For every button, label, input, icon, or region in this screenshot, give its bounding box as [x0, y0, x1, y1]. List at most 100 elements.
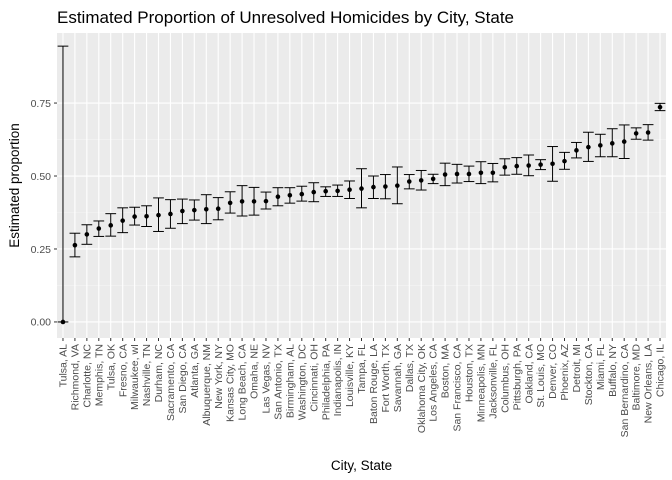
y-tick-label: 0.25: [31, 244, 52, 256]
data-point: [454, 171, 460, 177]
data-point: [144, 213, 149, 219]
x-tick-label: San Francisco, CA: [452, 344, 464, 432]
data-point: [538, 162, 543, 167]
x-tick-label: Las Vegas, NV: [261, 344, 273, 413]
data-point: [227, 200, 233, 206]
data-point: [263, 198, 269, 204]
x-tick-label: Albuquerque, NM: [201, 344, 213, 426]
data-point: [586, 144, 591, 150]
x-tick-label: Stockton, CA: [583, 344, 595, 405]
data-point: [132, 214, 137, 219]
x-tick-label: Milwaukee, wI: [129, 344, 141, 410]
data-point: [633, 131, 639, 136]
data-point: [442, 172, 448, 177]
data-point: [430, 176, 436, 182]
x-tick-label: Pittsburgh, PA: [511, 344, 523, 410]
x-tick-label: Baton Rouge, LA: [368, 344, 380, 424]
data-point: [299, 191, 305, 197]
x-tick-label: Fort Worth, TX: [380, 344, 392, 412]
data-point: [72, 242, 78, 248]
data-point: [359, 186, 364, 191]
x-tick-label: San Bernardino, CA: [619, 344, 631, 437]
x-tick-label: Long Beach, CA: [237, 344, 249, 420]
data-point: [621, 139, 627, 144]
x-tick-label: Baltimore, MD: [631, 344, 643, 411]
x-tick-label: Oakland, CA: [523, 344, 535, 404]
data-point: [347, 187, 352, 193]
x-axis: Tulsa, AL Richmond, VA Charlotte, NC Memphi…: [58, 338, 667, 437]
data-point: [371, 184, 376, 190]
x-tick-label: Charlotte, NC: [81, 344, 93, 408]
x-tick-label: Nashville, TN: [141, 344, 153, 406]
y-tick-label: 0.00: [31, 317, 52, 329]
x-tick-label: Phoenix, AZ: [559, 343, 571, 400]
x-tick-label: Tulsa, OK: [105, 344, 117, 390]
x-tick-label: Richmond, VA: [70, 344, 82, 410]
data-point: [478, 170, 484, 176]
x-tick-label: Buffalo, NY: [607, 344, 619, 397]
x-tick-label: Dallas, TX: [404, 344, 416, 392]
x-tick-label: Fresno, CA: [117, 344, 129, 397]
y-tick-label: 0.75: [31, 98, 52, 110]
x-tick-label: Philadelphia, PA: [320, 344, 332, 420]
x-tick-label: Birmingham, AL: [284, 344, 296, 418]
x-tick-label: Minneapolis, MN: [476, 344, 488, 422]
data-point: [657, 104, 663, 110]
x-tick-label: Indianapolis, IN: [332, 344, 344, 416]
x-tick-label: San Antonio, TX: [273, 344, 285, 420]
x-tick-label: Omaha, NE: [249, 344, 261, 399]
data-point: [514, 163, 520, 169]
data-point: [490, 170, 496, 176]
x-tick-label: St. Louis, MO: [535, 344, 547, 408]
grid-lines: [57, 33, 666, 338]
data-point: [502, 164, 508, 170]
x-tick-label: Jacksonville, FL: [487, 344, 499, 419]
x-tick-label: New Orleans, LA: [643, 344, 655, 423]
x-tick-label: Tampa, FL: [356, 344, 368, 394]
data-point: [156, 212, 161, 218]
x-tick-label: New York, NY: [213, 344, 225, 409]
x-tick-label: Savannah, GA: [392, 344, 404, 412]
data-point: [395, 183, 400, 188]
data-point: [574, 148, 579, 153]
data-point: [311, 189, 317, 195]
x-tick-label: Atlanta, GA: [189, 344, 201, 398]
data-point: [609, 141, 615, 146]
x-tick-label: Washington, DC: [296, 344, 308, 420]
x-tick-label: Cincinnati, OH: [308, 344, 320, 412]
data-point: [645, 130, 651, 135]
data-point: [466, 171, 472, 177]
data-point: [215, 206, 221, 212]
data-point: [120, 218, 125, 223]
x-tick-label: Columbus, OH: [499, 344, 511, 413]
x-tick-label: Durham, NC: [153, 344, 165, 403]
data-point: [192, 207, 197, 213]
data-point: [275, 194, 281, 200]
chart-title: Estimated Proportion of Unresolved Homic…: [57, 8, 514, 27]
x-tick-label: San Diego, CA: [177, 344, 189, 413]
data-point: [96, 226, 102, 231]
data-point: [406, 179, 412, 184]
data-point: [203, 206, 209, 212]
y-axis: 0.00 0.25 0.50 0.75: [31, 98, 57, 329]
x-axis-title: City, State: [331, 458, 392, 473]
data-point: [550, 161, 555, 167]
data-point: [526, 163, 531, 168]
data-point: [168, 211, 173, 217]
y-tick-label: 0.50: [31, 171, 52, 183]
x-tick-label: Detroit, MI: [571, 344, 583, 392]
data-point: [251, 199, 257, 204]
x-tick-label: Oklahoma City, OK: [416, 344, 428, 433]
data-point: [239, 199, 245, 204]
y-axis-title: Estimated proportion: [7, 123, 22, 248]
data-point: [383, 184, 388, 189]
x-tick-label: Kansas City, MO: [225, 344, 237, 422]
data-point: [180, 208, 185, 214]
data-point: [84, 232, 90, 237]
data-point: [108, 223, 114, 228]
x-tick-label: Chicago, IL: [655, 344, 667, 397]
x-tick-label: Houston, TX: [464, 344, 476, 402]
data-point: [418, 178, 424, 183]
data-point: [287, 192, 293, 198]
x-tick-label: Denver, CO: [547, 344, 559, 399]
